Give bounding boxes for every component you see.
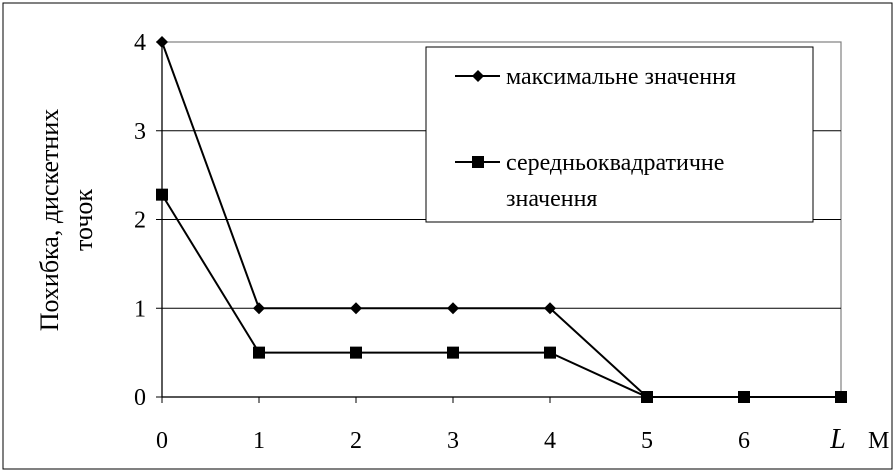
y-tick-label-4: 4 bbox=[134, 30, 146, 56]
series-1-point-1 bbox=[253, 302, 265, 315]
legend-marker-2 bbox=[472, 156, 484, 168]
x-tick-label-2: 2 bbox=[350, 428, 362, 454]
series-2-point-5 bbox=[641, 391, 653, 403]
series-1-point-0 bbox=[156, 36, 168, 48]
series-2 bbox=[156, 188, 847, 403]
x-tick-label-0: 0 bbox=[156, 428, 168, 454]
series-2-point-6 bbox=[738, 391, 750, 403]
legend: максимальне значення середньоквадратичне з… bbox=[425, 46, 814, 223]
legend-label-1-line-1: максимальне значення bbox=[506, 64, 736, 90]
y-tick-label-1: 1 bbox=[134, 296, 146, 322]
series-2-point-7 bbox=[835, 391, 847, 403]
legend-marker-1 bbox=[472, 70, 484, 82]
y-tick-label-0: 0 bbox=[134, 385, 146, 411]
y-tick-label-3: 3 bbox=[134, 119, 146, 145]
series-1-point-3 bbox=[447, 302, 459, 315]
series-group bbox=[156, 36, 847, 403]
x-tick-label-6: 6 bbox=[738, 428, 750, 454]
x-axis-unit-fragment: M bbox=[868, 428, 889, 454]
x-tick-label-1: 1 bbox=[253, 428, 265, 454]
series-2-point-4 bbox=[544, 346, 556, 359]
series-2-point-1 bbox=[253, 346, 265, 359]
y-axis-label-line1: Похибка, дискетних bbox=[35, 109, 64, 331]
y-tick-label-2: 2 bbox=[134, 208, 146, 234]
y-axis-label: Похибка, дискетних точок bbox=[35, 109, 98, 331]
series-2-point-2 bbox=[350, 346, 362, 359]
x-tick-label-5: 5 bbox=[641, 428, 653, 454]
series-2-point-3 bbox=[447, 346, 459, 359]
x-tick-label-4: 4 bbox=[544, 428, 556, 454]
y-tick-labels: 0 1 2 3 4 bbox=[134, 30, 146, 411]
series-2-point-0 bbox=[156, 188, 168, 201]
x-tick-label-3: 3 bbox=[447, 428, 459, 454]
y-axis-label-line2: точок bbox=[69, 189, 98, 251]
x-tick-labels: 0 1 2 3 4 5 6 bbox=[156, 428, 750, 454]
legend-label-2-line-1: середньоквадратичне bbox=[506, 150, 724, 176]
series-1-point-2 bbox=[350, 302, 362, 315]
legend-label-2-line-2: значення bbox=[506, 186, 597, 212]
series-1-point-4 bbox=[544, 302, 556, 315]
x-axis-variable-label: L bbox=[829, 424, 846, 455]
series-2-line bbox=[161, 194, 841, 398]
